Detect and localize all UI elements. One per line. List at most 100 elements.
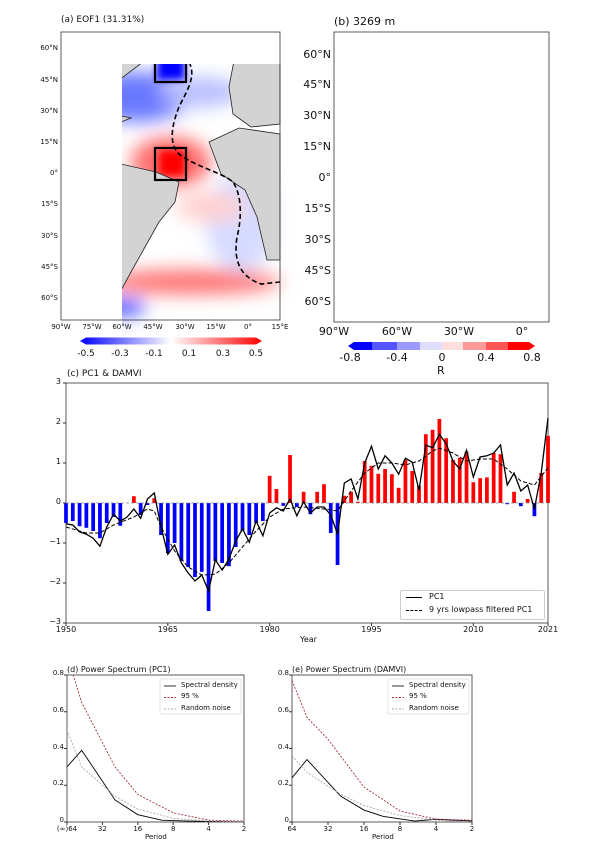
colorbar-tick: -0.3 <box>111 349 129 359</box>
damvi-bar <box>389 474 394 503</box>
lat-label: 15°S <box>304 202 331 215</box>
damvi-bar <box>91 503 96 531</box>
x-tick-label: 1950 <box>55 625 77 634</box>
colorbar-a <box>80 337 262 345</box>
damvi-bar <box>396 487 401 503</box>
damvi-bar <box>288 455 292 503</box>
x-tick-label: 16 <box>133 825 143 833</box>
x-tick-label: 8 <box>397 825 403 833</box>
damvi-bar <box>111 503 116 517</box>
damvi-bar <box>322 484 326 503</box>
damvi-bar <box>64 503 68 523</box>
damvi-bar <box>532 503 537 517</box>
lon-label: 75°W <box>82 323 102 331</box>
lat-label: 45°N <box>40 76 58 84</box>
damvi-bar <box>457 457 462 503</box>
legend-label: 95 % <box>409 692 427 700</box>
damvi-bar <box>423 434 428 503</box>
damvi-bar <box>376 473 381 503</box>
lon-label: 60°W <box>381 325 413 338</box>
damvi-bar <box>335 503 340 565</box>
panel-e-title: (e) Power Spectrum (DAMVI) <box>292 665 407 674</box>
lon-label: 90°W <box>318 325 350 338</box>
x-tick-label: 1965 <box>157 625 179 634</box>
legend-lowpass-swatch <box>406 610 422 611</box>
lat-label: 45°S <box>41 263 58 271</box>
damvi-bar <box>478 478 482 503</box>
panel-a-title: (a) EOF1 (31.31%) <box>61 15 145 25</box>
y-tick-label: 0.4 <box>52 742 64 751</box>
damvi-bar <box>267 475 272 503</box>
spectrum-series-line <box>67 749 244 822</box>
panel-d-xlabel: Period <box>145 833 167 841</box>
x-tick-label: 8 <box>170 825 176 833</box>
y-tick-label: 0.6 <box>277 705 289 714</box>
damvi-bar <box>410 471 415 503</box>
lat-label: 60°N <box>303 48 331 61</box>
x-tick-label: 1980 <box>259 625 280 634</box>
damvi-bar <box>274 489 279 503</box>
lon-label: 30°W <box>175 323 195 331</box>
legend-pc1-swatch <box>406 597 422 598</box>
colorbar-b-label: R <box>437 364 445 377</box>
damvi-bar <box>213 503 218 561</box>
y-tick-label: 0 <box>284 816 289 824</box>
y-tick-label: 0.4 <box>277 742 289 751</box>
damvi-bar <box>403 459 408 503</box>
colorbar-tick: -0.1 <box>145 349 163 359</box>
damvi-bar <box>220 503 225 563</box>
y-tick-label: 0.8 <box>52 669 64 677</box>
damvi-bar <box>464 451 469 503</box>
panel-e-xlabel: Period <box>372 833 394 841</box>
damvi-bar <box>437 419 442 503</box>
damvi-bar <box>165 503 170 553</box>
damvi-bar <box>193 503 197 577</box>
damvi-bar <box>179 503 184 561</box>
damvi-bar <box>98 503 102 539</box>
lowpass-line <box>65 447 549 576</box>
colorbar-tick: 0 <box>438 351 446 364</box>
y-tick-label: 3 <box>55 377 61 386</box>
spectrum-series-line <box>292 755 472 822</box>
damvi-bar <box>152 498 157 503</box>
damvi-bar <box>525 499 530 503</box>
x-tick-label: 4 <box>206 825 211 833</box>
colorbar-tick: -0.4 <box>386 351 408 364</box>
damvi-bar <box>328 503 333 533</box>
damvi-bar <box>485 477 489 503</box>
damvi-bar <box>159 503 163 535</box>
damvi-bar <box>186 503 191 567</box>
legend-lowpass: 9 yrs lowpass filtered PC1 <box>429 605 533 614</box>
lat-label: 30°S <box>304 233 331 246</box>
y-tick-label: −1 <box>49 537 61 546</box>
plot-area <box>291 674 473 823</box>
colorbar-tick: -0.5 <box>77 349 95 359</box>
legend-pc1: PC1 <box>429 592 445 601</box>
colorbar-tick: 0.1 <box>181 349 197 359</box>
lat-label: 30°N <box>303 109 331 122</box>
damvi-bar <box>104 503 109 523</box>
legend-label: Spectral density <box>409 680 466 689</box>
legend-label: 95 % <box>181 692 199 700</box>
lat-label: 0° <box>318 171 332 184</box>
x-tick-label: 32 <box>323 825 333 833</box>
y-tick-label: 1 <box>55 457 61 466</box>
x-tick-label: (∞)64 <box>56 825 78 833</box>
damvi-bar <box>356 501 360 503</box>
south-box <box>153 146 188 182</box>
damvi-bar <box>254 503 258 523</box>
damvi-bar <box>172 503 177 543</box>
damvi-bar <box>518 503 523 507</box>
lon-label: 15°W <box>206 323 226 331</box>
damvi-bar <box>308 503 313 515</box>
colorbar-b <box>348 342 535 350</box>
lon-label: 45°W <box>143 323 163 331</box>
colorbar-tick: 0.8 <box>523 351 541 364</box>
damvi-bar <box>539 473 544 503</box>
lat-label: 30°N <box>40 107 58 115</box>
damvi-bar <box>349 491 353 503</box>
damvi-bar <box>451 459 455 503</box>
y-tick-label: 2 <box>55 417 61 426</box>
damvi-bar <box>546 435 550 503</box>
